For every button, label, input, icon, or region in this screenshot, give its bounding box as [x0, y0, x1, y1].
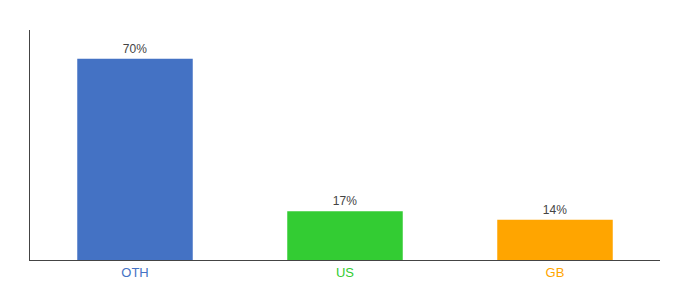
svg-text:70%: 70%: [123, 42, 147, 56]
svg-text:14%: 14%: [543, 203, 567, 217]
svg-text:OTH: OTH: [121, 265, 148, 280]
svg-text:GB: GB: [546, 265, 565, 280]
svg-text:US: US: [336, 265, 354, 280]
svg-text:17%: 17%: [333, 194, 357, 208]
